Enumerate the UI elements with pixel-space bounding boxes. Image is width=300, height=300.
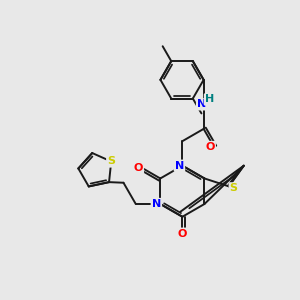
Text: S: S [107,157,115,166]
Text: H: H [205,94,214,104]
Text: O: O [178,229,187,239]
Text: N: N [152,199,161,209]
Text: S: S [230,183,238,193]
Text: O: O [206,142,215,152]
Text: O: O [134,163,143,173]
Text: N: N [175,161,184,171]
Text: N: N [197,99,206,110]
